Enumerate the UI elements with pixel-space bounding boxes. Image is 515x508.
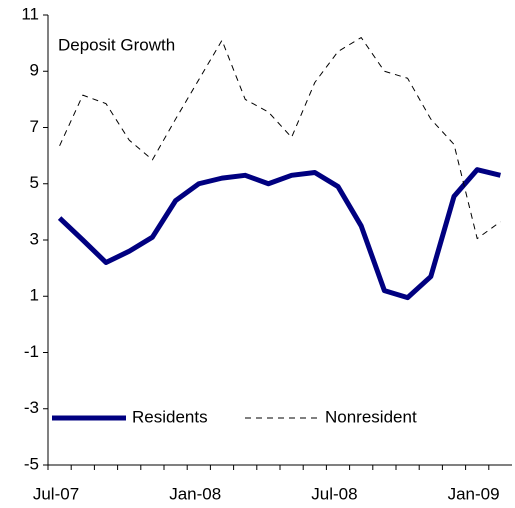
x-tick-label: Jul-08 (311, 484, 357, 503)
y-tick-label: 1 (30, 286, 39, 305)
line-series (59, 37, 501, 240)
y-tick-label: 7 (30, 117, 39, 136)
y-tick-label: -5 (24, 454, 39, 473)
y-tick-label: 5 (30, 173, 39, 192)
annotation: Deposit Growth (58, 35, 175, 54)
y-tick-label: -3 (24, 398, 39, 417)
y-tick-label: 11 (21, 4, 39, 23)
y-tick-label: -1 (24, 342, 39, 361)
y-tick-label: 9 (30, 61, 39, 80)
y-tick-label: 3 (30, 229, 39, 248)
x-tick-label: Jan-08 (169, 484, 221, 503)
legend-label: Nonresident (325, 407, 417, 426)
legend-label: Residents (132, 407, 208, 426)
x-tick-label: Jan-09 (448, 484, 500, 503)
x-tick-label: Jul-07 (33, 484, 79, 503)
line-series (57, 167, 501, 301)
